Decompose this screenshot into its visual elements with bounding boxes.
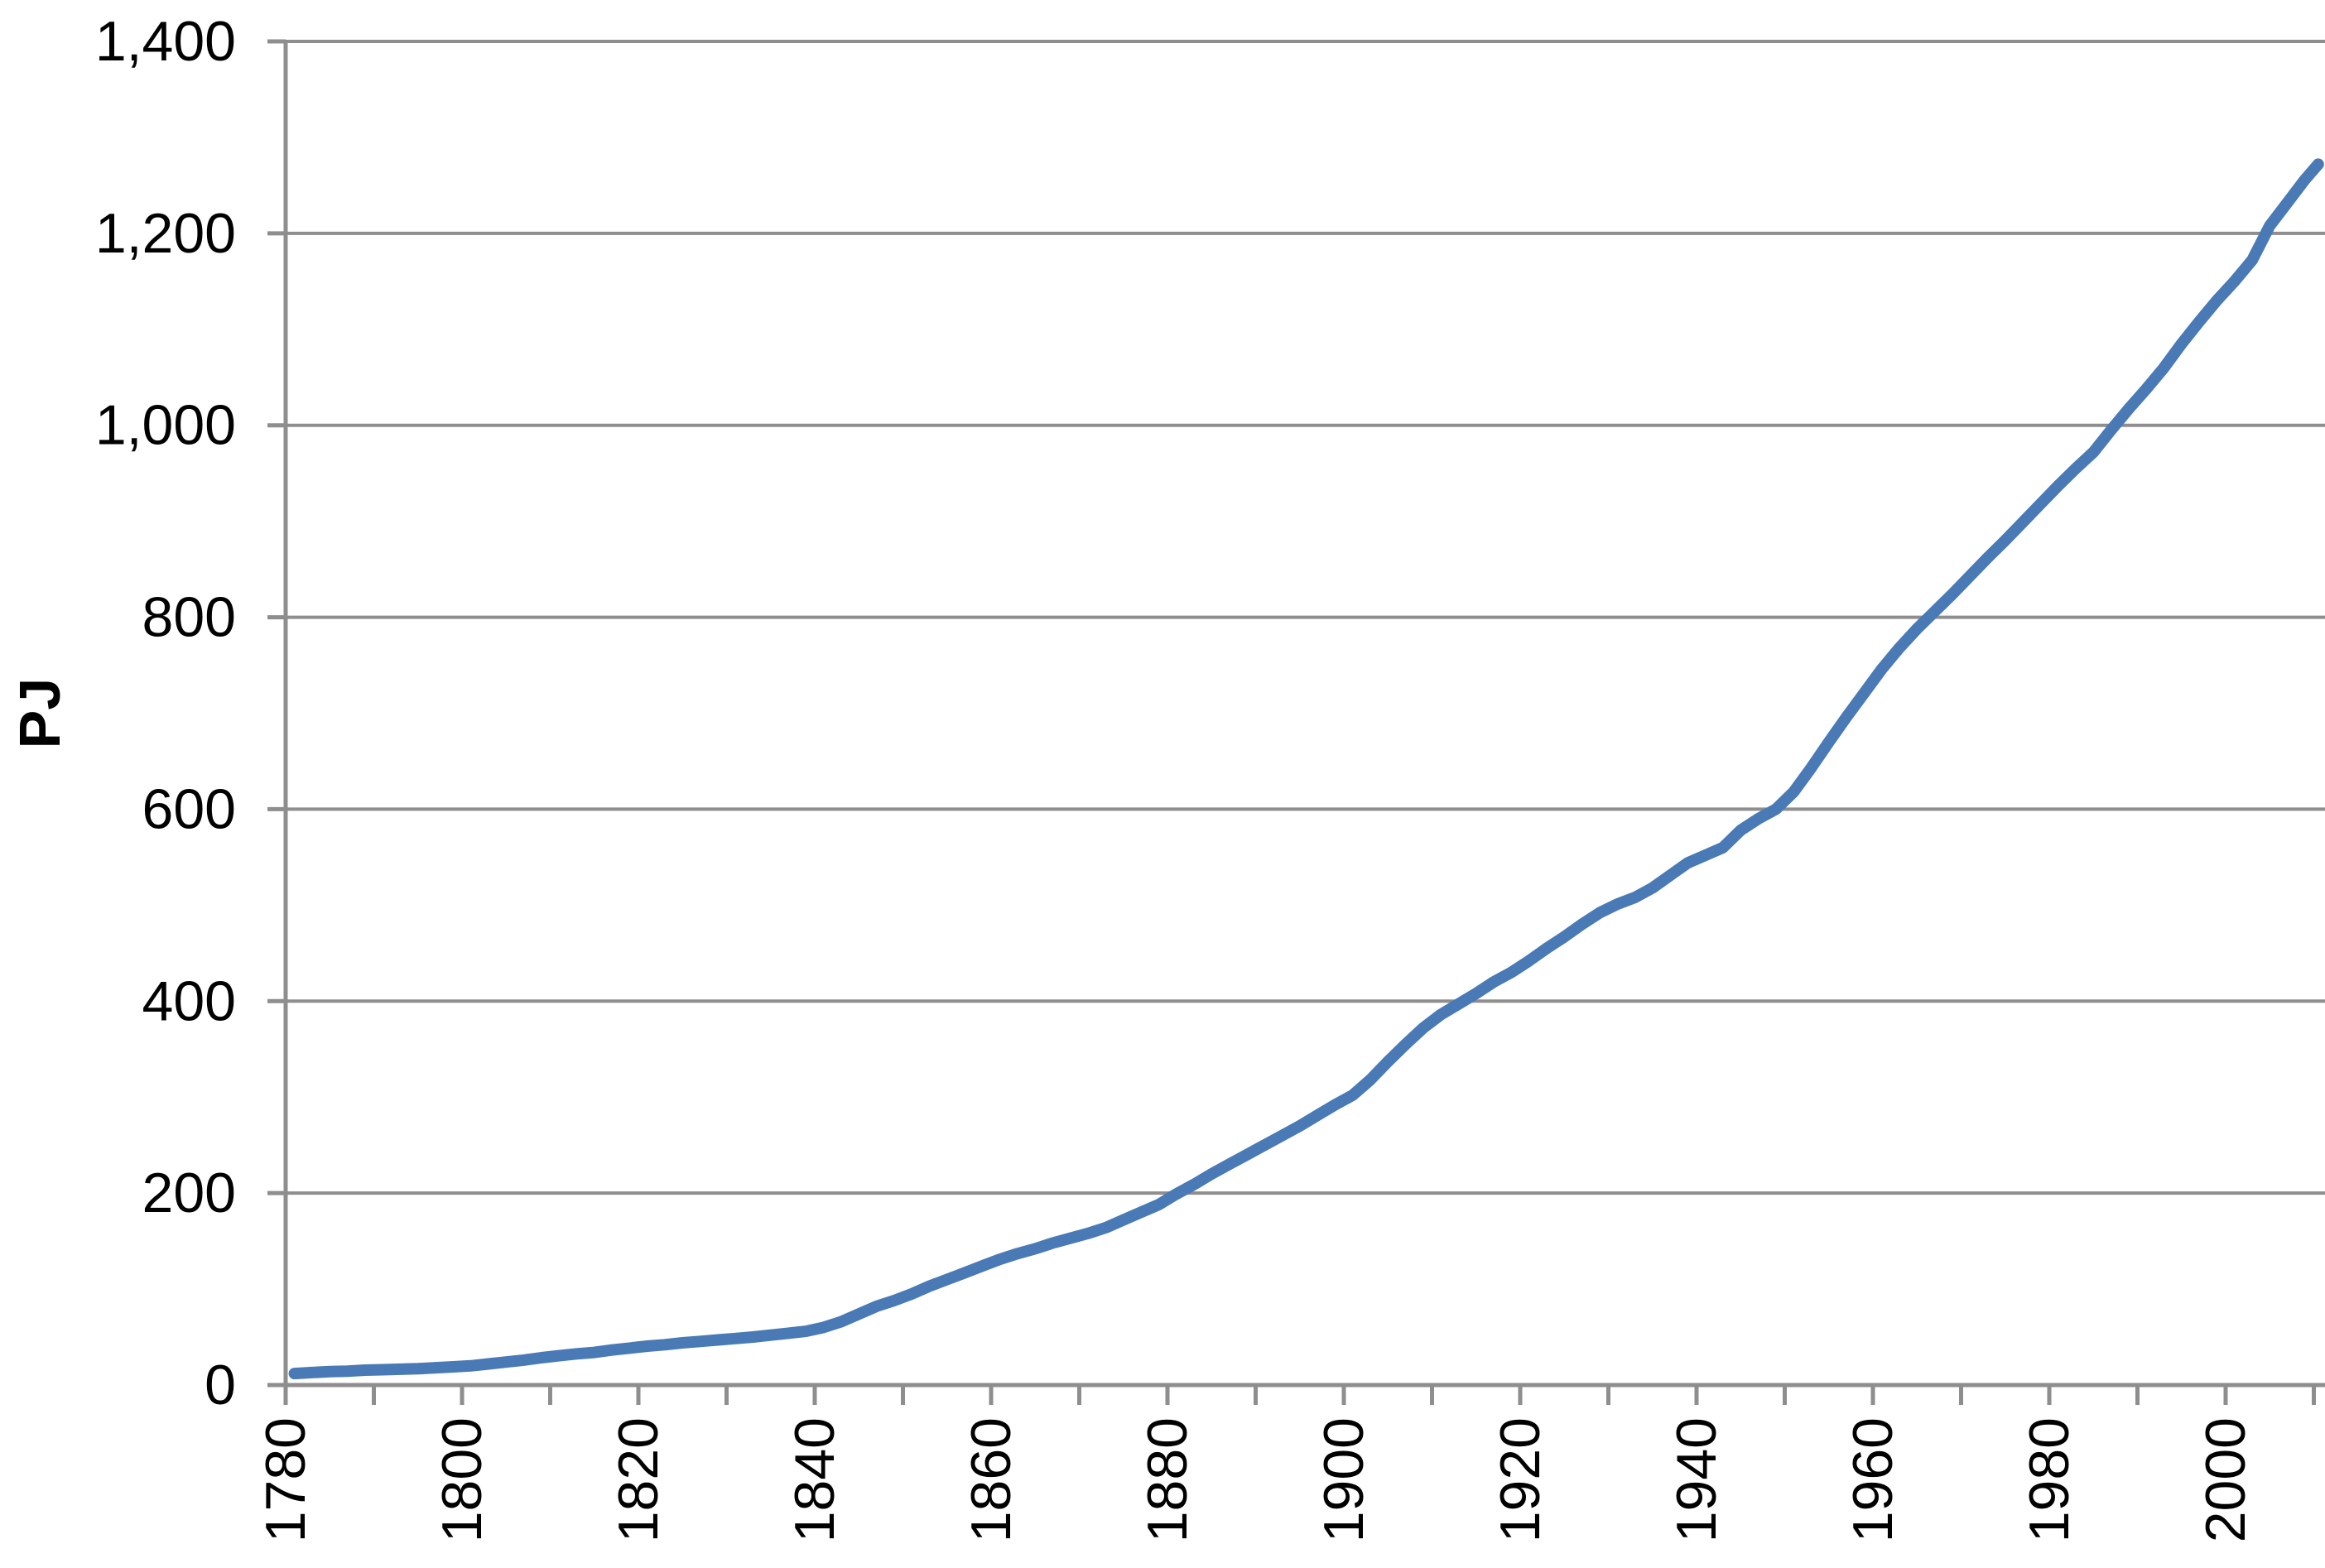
x-tick-label: 1800 xyxy=(431,1417,493,1542)
y-tick-label: 200 xyxy=(142,1162,236,1224)
x-tick-label: 1880 xyxy=(1136,1417,1199,1542)
y-tick-label: 400 xyxy=(142,969,236,1032)
y-axis-title: PJ xyxy=(7,678,72,749)
y-tick-label: 1,200 xyxy=(95,202,236,265)
y-tick-label: 600 xyxy=(142,777,236,840)
y-tick-label: 1,000 xyxy=(95,394,236,457)
x-tick-label: 1900 xyxy=(1312,1417,1375,1542)
y-tick-label: 800 xyxy=(142,586,236,649)
x-tick-label: 2000 xyxy=(2194,1417,2257,1542)
x-tick-label: 1980 xyxy=(2018,1417,2081,1542)
series-line xyxy=(288,158,2324,1380)
x-tick-label: 1960 xyxy=(1841,1417,1904,1542)
x-tick-label: 1920 xyxy=(1489,1417,1552,1542)
x-tick-label: 1860 xyxy=(960,1417,1023,1542)
x-tick-label: 1820 xyxy=(607,1417,670,1542)
x-tick-label: 1940 xyxy=(1665,1417,1728,1542)
x-tick-label: 1780 xyxy=(254,1417,317,1542)
y-tick-label: 0 xyxy=(205,1354,236,1416)
y-tick-label: 1,400 xyxy=(95,10,236,73)
x-tick-label: 1840 xyxy=(783,1417,846,1542)
